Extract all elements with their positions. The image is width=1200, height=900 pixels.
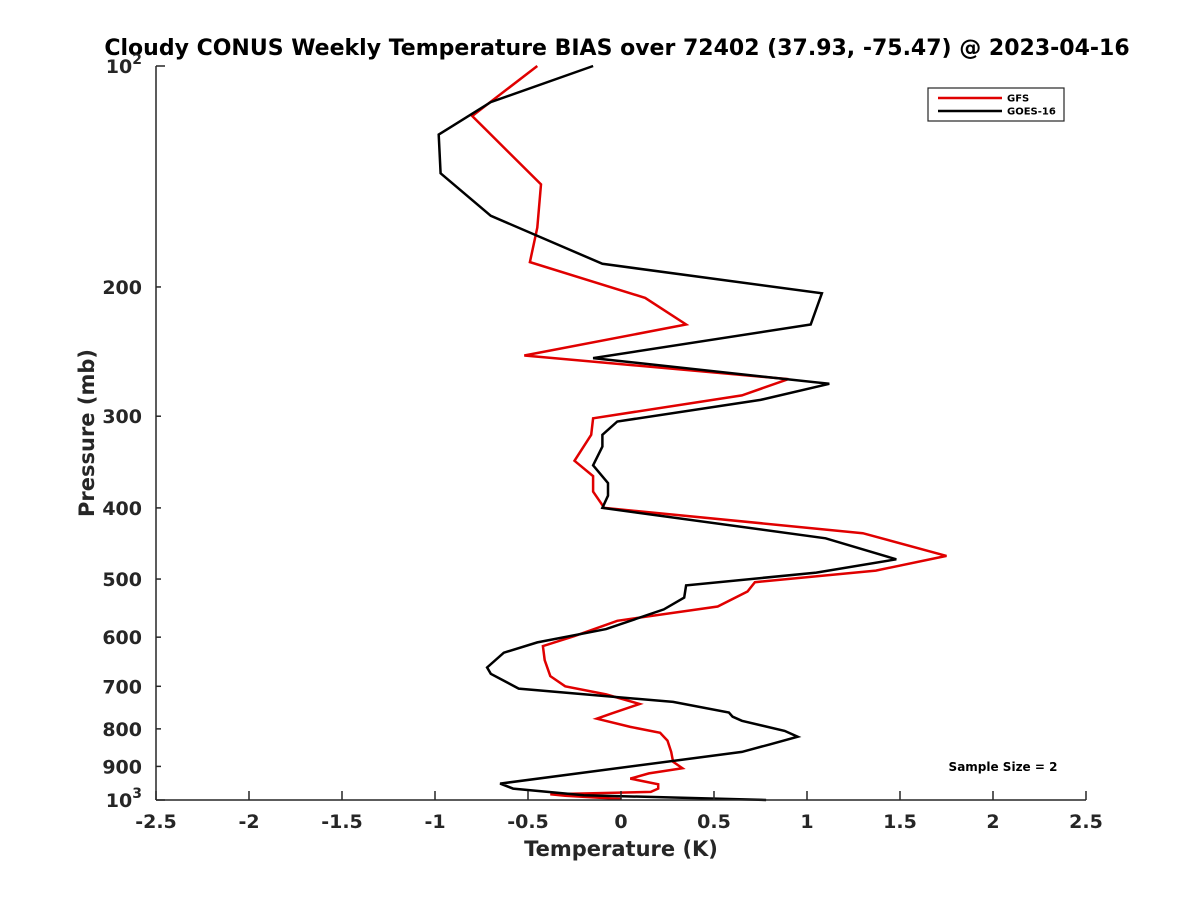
x-tick-label: 2.5 xyxy=(1069,811,1103,833)
series-line-goes-16 xyxy=(437,64,897,802)
y-tick-label: 103 xyxy=(106,786,142,812)
y-tick-label: 200 xyxy=(102,277,142,299)
x-tick-label: 0.5 xyxy=(697,811,731,833)
y-axis-ticks: 102 200 300 400 500 600 700 800 900 103 xyxy=(102,52,165,812)
y-tick-label: 700 xyxy=(102,676,142,698)
x-axis-label: Temperature (K) xyxy=(524,837,718,861)
y-tick-label: 900 xyxy=(102,756,142,778)
x-axis-ticks: -2.5 -2 -1.5 -1 -0.5 0 0.5 1 1.5 2 2.5 xyxy=(135,791,1103,833)
legend-label-goes-16: GOES-16 xyxy=(1007,107,1056,118)
x-tick-label: -2 xyxy=(238,811,259,833)
legend-box xyxy=(927,87,1065,122)
x-tick-label: -1 xyxy=(424,811,445,833)
series-line-gfs xyxy=(470,65,947,801)
x-tick-label: 2 xyxy=(986,811,999,833)
y-tick-label: 600 xyxy=(102,627,142,649)
legend-label-gfs: GFS xyxy=(1007,94,1029,105)
x-tick-label: 0 xyxy=(614,811,627,833)
y-tick-label: 500 xyxy=(102,569,142,591)
x-tick-label: 1 xyxy=(800,811,813,833)
y-axis-label: Pressure (mb) xyxy=(75,349,99,517)
sample-size-annotation: Sample Size = 2 xyxy=(949,760,1058,774)
y-tick-label: 400 xyxy=(102,498,142,520)
x-tick-label: -2.5 xyxy=(135,811,177,833)
x-tick-label: -0.5 xyxy=(507,811,549,833)
y-tick-label: 300 xyxy=(102,406,142,428)
x-tick-label: -1.5 xyxy=(321,811,363,833)
x-tick-label: 1.5 xyxy=(883,811,917,833)
y-tick-label: 102 xyxy=(106,52,142,78)
chart-title: Cloudy CONUS Weekly Temperature BIAS ove… xyxy=(104,36,1129,61)
y-tick-label: 800 xyxy=(102,719,142,741)
legend: GFS GOES-16 xyxy=(927,87,1065,122)
plot-lines xyxy=(437,64,947,802)
